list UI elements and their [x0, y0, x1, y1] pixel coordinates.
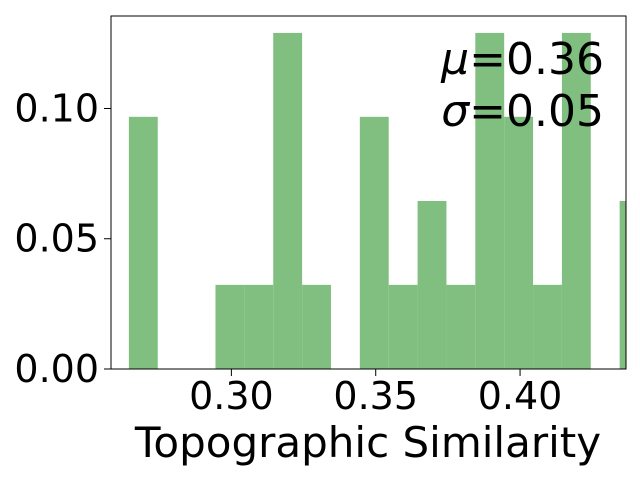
histogram-bar-15	[561, 32, 591, 370]
x-tick-label: 0.30	[189, 374, 274, 418]
y-tick-label: 0.00	[14, 347, 99, 391]
histogram-bar-8	[359, 116, 389, 369]
histogram-bar-4	[244, 284, 274, 369]
histogram-bar-17	[619, 200, 626, 369]
histogram-bar-9	[388, 284, 418, 369]
mu-symbol: μ	[440, 34, 469, 85]
histogram-bar-11	[446, 284, 476, 369]
x-axis: 0.30 0.35 0.40	[189, 369, 562, 418]
histogram-bar-10	[417, 200, 447, 369]
y-axis: 0.00 0.05 0.10	[14, 86, 111, 391]
histogram-bar-0	[128, 116, 158, 369]
mean-annotation: μ=0.36	[440, 34, 604, 85]
mu-value: =0.36	[469, 34, 604, 85]
y-tick-label: 0.10	[14, 86, 99, 130]
sigma-symbol: σ	[441, 86, 470, 137]
x-tick-label: 0.35	[333, 374, 418, 418]
x-axis-label: Topographic Similarity	[134, 418, 601, 467]
histogram-bar-3	[215, 284, 245, 369]
histogram-bar-6	[302, 284, 331, 369]
histogram-bar-12	[475, 32, 505, 370]
sigma-value: =0.05	[469, 86, 604, 137]
y-tick-label: 0.05	[14, 217, 99, 261]
histogram-bar-5	[273, 32, 303, 370]
histogram-bar-14	[533, 284, 562, 369]
bars-group	[128, 32, 626, 370]
histogram-bar-13	[504, 116, 534, 369]
std-annotation: σ=0.05	[441, 86, 604, 137]
x-tick-label: 0.40	[478, 374, 563, 418]
plot-frame	[110, 15, 627, 370]
